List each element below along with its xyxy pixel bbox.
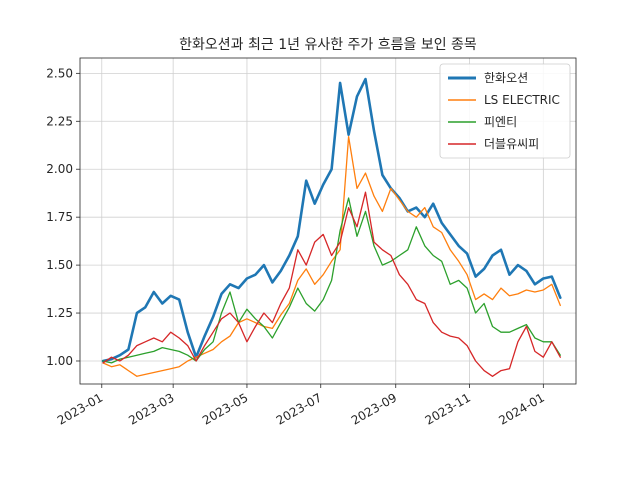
chart-title: 한화오션과 최근 1년 유사한 주가 흐름을 보인 종목 xyxy=(179,37,477,53)
plot-frame xyxy=(79,57,577,385)
series-line-3 xyxy=(102,191,561,377)
series-line-2 xyxy=(102,197,561,364)
y-tick-label: 2.00 xyxy=(46,162,73,176)
y-tick-label: 2.50 xyxy=(46,66,73,80)
y-tick-label: 1.75 xyxy=(46,210,73,224)
legend-label: 더블유씨피 xyxy=(484,137,539,151)
legend-label: 한화오션 xyxy=(484,71,528,85)
legend-label: 피엔티 xyxy=(484,115,517,129)
legend-label: LS ELECTRIC xyxy=(484,93,560,107)
grid xyxy=(80,58,576,384)
y-tick-label: 1.25 xyxy=(46,306,73,320)
y-tick-label: 1.00 xyxy=(46,354,73,368)
legend-box xyxy=(439,63,571,159)
series-lines xyxy=(101,77,562,377)
series-line-0 xyxy=(101,77,562,363)
y-tick-label: 1.50 xyxy=(46,258,73,272)
series-line-1 xyxy=(102,135,561,377)
y-tick-label: 2.25 xyxy=(46,114,73,128)
